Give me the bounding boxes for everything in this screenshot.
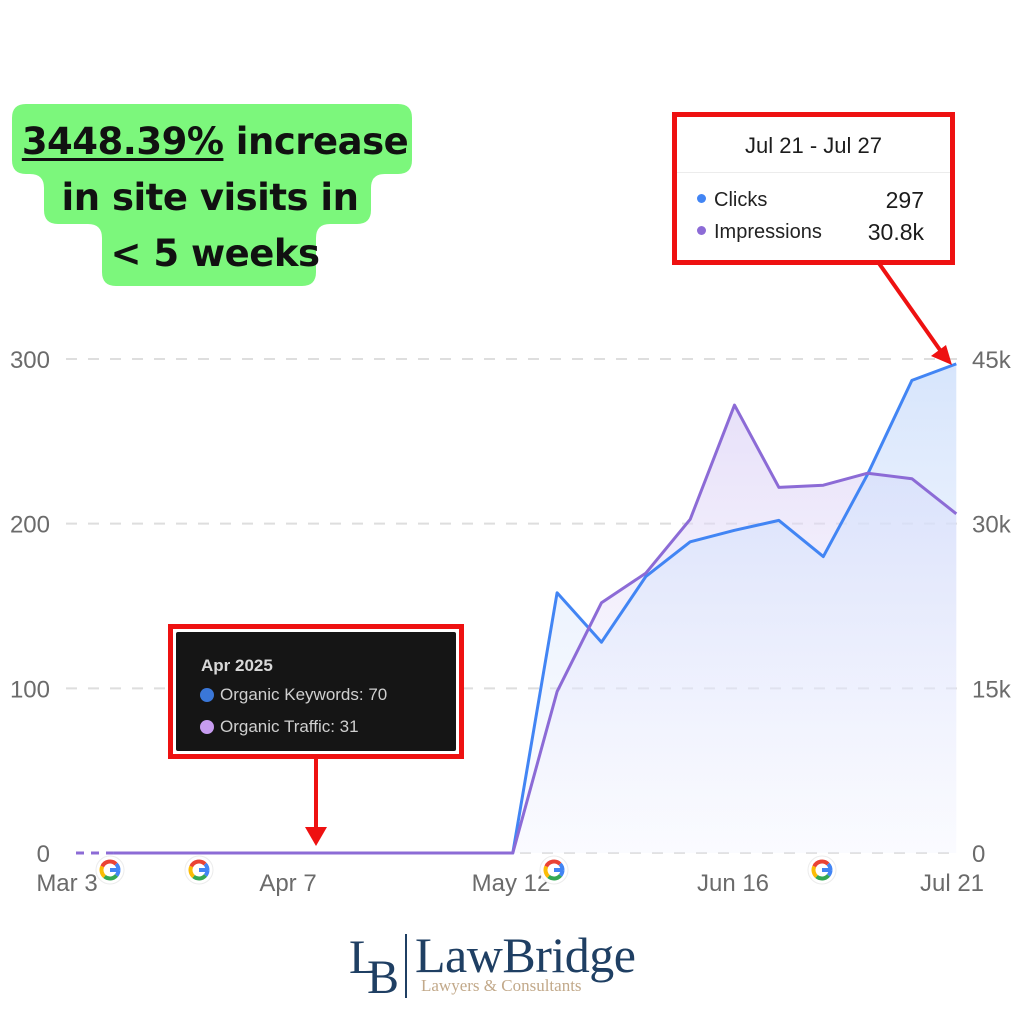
arrow-to-latest-point [876,260,942,352]
x-axis: Mar 3 Apr 7 May 12 Jun 16 Jul 21 [36,870,984,897]
tooltip-label: Organic Traffic: 31 [220,717,359,736]
y-axis-left: 0 100 200 300 [10,347,50,868]
tooltip-row-keywords: Organic Keywords: 70 [200,685,387,705]
traffic-dot-icon [200,719,214,734]
tooltip-label: Clicks [714,189,768,211]
headline-line-3: < 5 weeks [110,232,320,275]
logo-monogram-l: L [349,931,379,984]
arrowhead-icon [931,345,952,365]
tooltip-value: 297 [885,187,924,213]
tooltip-month: Apr 2025 [201,656,273,675]
logo-divider [405,934,407,998]
headline-percentage: 3448.39% [21,120,224,163]
clicks-dot-icon [697,194,706,204]
tooltip-row-clicks: Clicks 297 [697,187,924,217]
logo-wordmark: LawBridge [415,927,636,983]
series-lines [76,362,958,855]
x-tick-label: Mar 3 [36,870,97,897]
series-area-clicks [113,363,957,853]
tooltip-row-traffic: Organic Traffic: 31 [200,717,359,737]
y-right-tick-label: 45k [972,347,1012,374]
headline-line-2: in site visits in [61,176,359,219]
tooltip-date-range: Jul 21 - Jul 27 [745,133,882,158]
google-update-icon[interactable] [184,855,214,885]
y-right-tick-label: 15k [972,676,1012,703]
google-update-icon[interactable] [807,855,837,885]
headline-line-1: 3448.39% increase [0,120,430,163]
gsc-tooltip-callout: Jul 21 - Jul 27 Clicks 297 Impressions 3… [672,112,955,265]
logo-monogram-b: B [367,951,400,1004]
google-update-markers [95,855,837,885]
x-tick-label: Jun 16 [697,870,769,897]
x-tick-label: Apr 7 [259,870,316,897]
callout-background [12,104,412,286]
lawbridge-logo: L B LawBridge Lawyers & Consultants [347,927,677,1004]
y-left-tick-label: 200 [10,512,50,539]
tooltip-label: Impressions [714,221,822,243]
y-left-tick-label: 0 [37,841,50,868]
x-tick-label: May 12 [472,870,551,897]
y-axis-right: 0 15k 30k 45k [972,347,1012,868]
headline-line-1-rest: increase [223,120,409,163]
tooltip-dark-panel: Apr 2025 Organic Keywords: 70 Organic Tr… [176,632,456,751]
semrush-tooltip-callout: Apr 2025 Organic Keywords: 70 Organic Tr… [168,624,464,759]
series-line-impressions [113,403,958,855]
tooltip-row-impressions: Impressions 30.8k [697,219,924,249]
tooltip-label: Organic Keywords: 70 [220,685,388,704]
impressions-dot-icon [697,226,706,236]
tooltip-value: 30.8k [867,219,924,245]
y-right-tick-label: 0 [972,841,985,868]
headline-callout: 3448.39% increase in site visits in < 5 … [0,0,430,300]
annotation-arrows [305,260,952,846]
google-update-icon[interactable] [539,855,569,885]
x-tick-label: Jul 21 [920,870,984,897]
series-areas [113,363,957,853]
y-left-tick-label: 300 [10,347,50,374]
arrowhead-icon [305,827,327,846]
keywords-dot-icon [200,687,214,702]
google-update-icon[interactable] [95,855,125,885]
tooltip-divider [677,172,950,173]
logo-tagline: Lawyers & Consultants [421,976,582,995]
y-right-tick-label: 30k [972,512,1012,539]
y-left-tick-label: 100 [10,676,50,703]
